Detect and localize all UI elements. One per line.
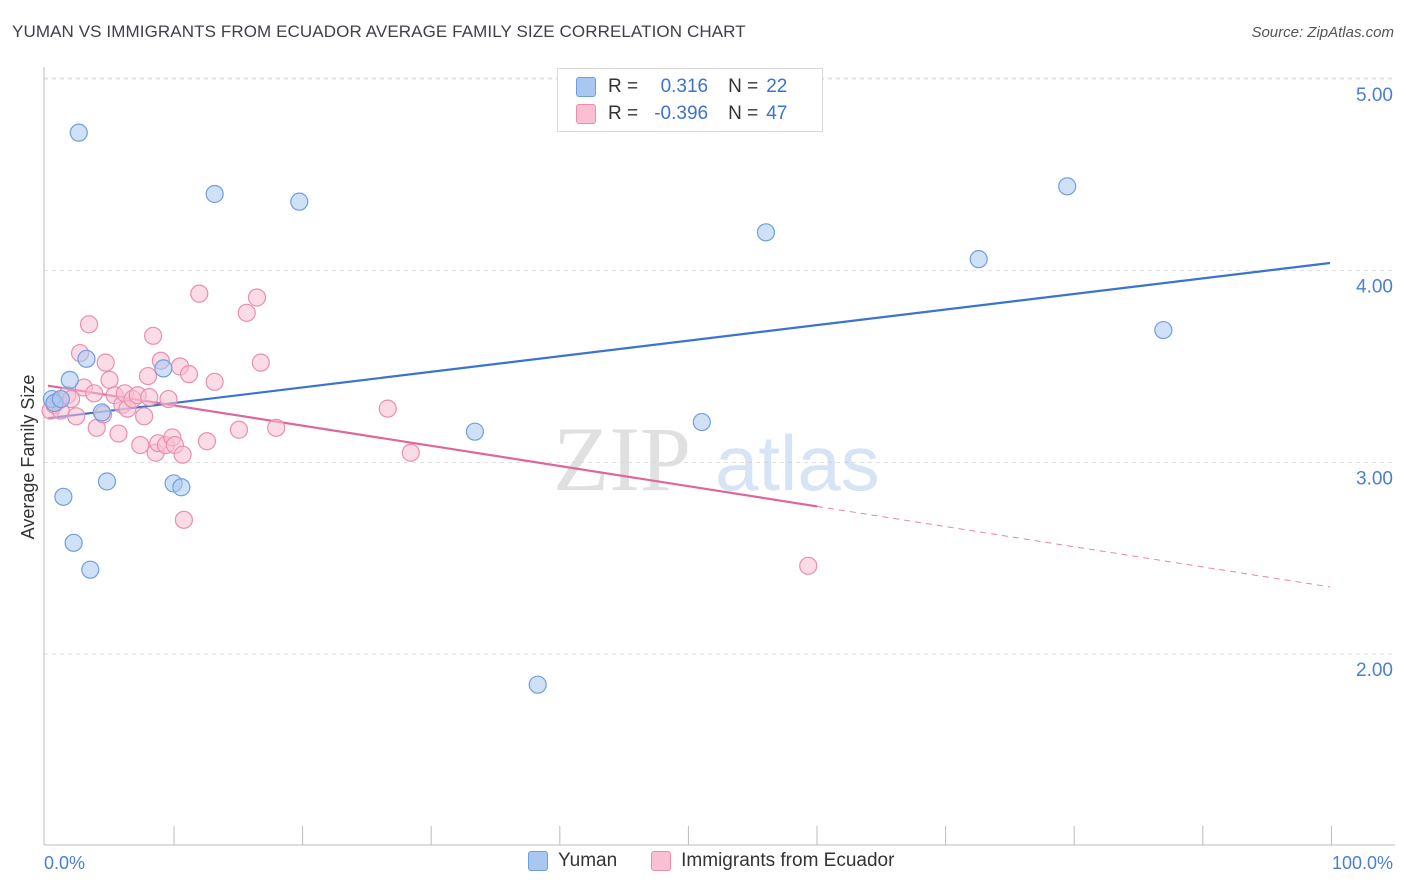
point-ecuador [144, 326, 163, 345]
point-yuman [290, 192, 309, 211]
legend-row-yuman: R = 0.316 N = 22 [576, 74, 787, 100]
x-tick-label: 0.0% [44, 853, 85, 873]
legend-item-yuman: Yuman [528, 850, 617, 872]
point-ecuador [229, 420, 249, 439]
trend-line-ecuador [47, 384, 818, 508]
point-yuman [154, 359, 173, 378]
watermark-zip: ZIP [553, 408, 691, 510]
y-tick-label: 4.00 [1356, 277, 1393, 298]
point-ecuador [109, 424, 128, 443]
legend-r-label: R = [608, 103, 639, 124]
legend-label-ecuador: Immigrants from Ecuador [681, 850, 895, 871]
trend-line-extension [817, 505, 1331, 588]
point-ecuador [131, 435, 150, 455]
stats-legend: R = 0.316 N = 22 R = -0.396 N = 47 [557, 68, 823, 132]
point-yuman [172, 478, 191, 497]
point-yuman [97, 472, 117, 491]
y-tick-label: 2.00 [1356, 660, 1393, 681]
legend-swatch-yuman [576, 77, 596, 97]
legend-row-ecuador: R = -0.396 N = 47 [576, 101, 787, 127]
point-yuman [528, 675, 547, 694]
point-ecuador [173, 445, 192, 464]
legend-r-value: -0.396 [654, 103, 709, 124]
point-ecuador [67, 407, 86, 426]
point-ecuador [179, 365, 199, 384]
legend-label-yuman: Yuman [558, 850, 618, 871]
point-ecuador [378, 399, 397, 418]
point-yuman [1154, 320, 1173, 340]
legend-n-value: 47 [766, 103, 788, 124]
legend-r-value: 0.316 [660, 76, 709, 97]
trend-line-yuman [47, 261, 1331, 420]
chart-title: YUMAN VS IMMIGRANTS FROM ECUADOR AVERAGE… [12, 22, 746, 41]
data-points [41, 123, 1173, 694]
point-yuman [756, 223, 776, 242]
point-ecuador [205, 372, 224, 391]
point-yuman [92, 403, 111, 422]
point-yuman [60, 370, 79, 390]
x-tick-label: 100.0% [1332, 853, 1393, 873]
y-tick-labels: 2.00 3.00 4.00 5.00 [1356, 85, 1393, 681]
legend-n-label: N = [728, 76, 759, 97]
point-ecuador [138, 366, 158, 386]
watermark-atlas: atlas [715, 419, 880, 507]
point-ecuador [251, 353, 270, 372]
point-ecuador [799, 556, 818, 575]
point-ecuador [159, 389, 178, 409]
legend-item-ecuador: Immigrants from Ecuador [651, 850, 894, 872]
point-yuman [969, 250, 988, 269]
trend-lines [47, 261, 1331, 588]
point-yuman [205, 184, 224, 204]
point-yuman [81, 560, 100, 579]
point-yuman [692, 412, 711, 432]
grid-lines [44, 77, 1395, 655]
point-yuman [1058, 177, 1077, 196]
y-axis-label: Average Family Size [18, 375, 38, 540]
point-ecuador [190, 284, 209, 303]
legend-n-value: 22 [766, 76, 788, 97]
legend-swatch-ecuador [576, 104, 596, 124]
source-label: Source: ZipAtlas.com [1251, 24, 1394, 41]
point-yuman [51, 389, 70, 409]
point-ecuador [100, 370, 119, 390]
axes [43, 67, 1395, 846]
point-yuman [465, 422, 485, 441]
point-ecuador [96, 353, 115, 372]
x-tick-labels: 0.0% 100.0% [44, 853, 1393, 873]
y-tick-label: 3.00 [1356, 468, 1393, 489]
y-tick-label: 5.00 [1356, 85, 1393, 106]
legend-n-label: N = [728, 103, 759, 124]
point-yuman [64, 533, 83, 552]
point-yuman [69, 123, 88, 142]
point-ecuador [140, 388, 159, 407]
point-ecuador [247, 288, 267, 307]
point-ecuador [267, 418, 286, 437]
point-ecuador [79, 315, 99, 334]
point-ecuador [237, 303, 256, 322]
series-legend: Yuman Immigrants from Ecuador [528, 850, 928, 872]
point-ecuador [85, 384, 104, 403]
point-ecuador [135, 407, 154, 426]
point-ecuador [401, 443, 420, 462]
legend-swatch-ecuador [651, 851, 672, 871]
legend-swatch-yuman [528, 851, 548, 871]
point-ecuador [197, 432, 217, 451]
legend-r-label: R = [608, 76, 639, 97]
point-ecuador [174, 510, 193, 529]
point-yuman [77, 349, 96, 368]
point-yuman [54, 487, 73, 506]
